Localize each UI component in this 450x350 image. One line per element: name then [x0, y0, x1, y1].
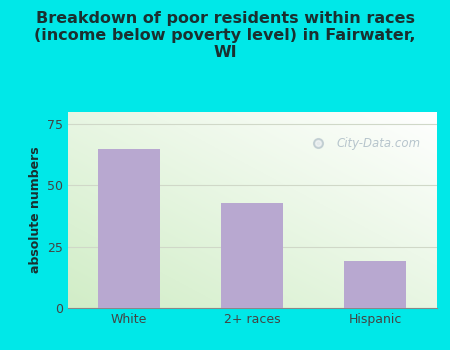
Bar: [221, 203, 283, 308]
Text: Breakdown of poor residents within races
(income below poverty level) in Fairwat: Breakdown of poor residents within races…: [34, 10, 416, 60]
Bar: [98, 149, 160, 308]
Y-axis label: absolute numbers: absolute numbers: [29, 147, 42, 273]
Text: City-Data.com: City-Data.com: [337, 137, 421, 150]
Bar: [344, 261, 406, 308]
